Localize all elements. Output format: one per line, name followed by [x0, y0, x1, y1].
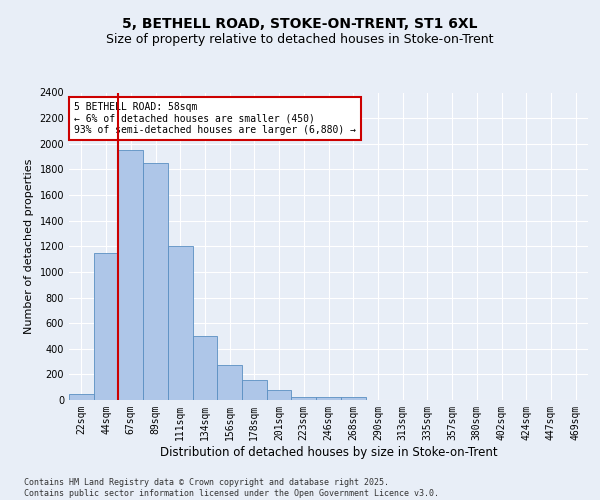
Bar [267, 390, 292, 400]
Text: 5, BETHELL ROAD, STOKE-ON-TRENT, ST1 6XL: 5, BETHELL ROAD, STOKE-ON-TRENT, ST1 6XL [122, 17, 478, 31]
Bar [341, 398, 365, 400]
Bar [217, 366, 242, 400]
Bar [143, 163, 168, 400]
Text: Contains HM Land Registry data © Crown copyright and database right 2025.
Contai: Contains HM Land Registry data © Crown c… [24, 478, 439, 498]
Bar [168, 246, 193, 400]
Bar [193, 336, 217, 400]
X-axis label: Distribution of detached houses by size in Stoke-on-Trent: Distribution of detached houses by size … [160, 446, 497, 458]
Bar [292, 397, 316, 400]
Y-axis label: Number of detached properties: Number of detached properties [24, 158, 34, 334]
Bar [316, 397, 341, 400]
Text: Size of property relative to detached houses in Stoke-on-Trent: Size of property relative to detached ho… [106, 32, 494, 46]
Bar [242, 380, 267, 400]
Bar [69, 394, 94, 400]
Bar [118, 150, 143, 400]
Bar [94, 252, 118, 400]
Text: 5 BETHELL ROAD: 58sqm
← 6% of detached houses are smaller (450)
93% of semi-deta: 5 BETHELL ROAD: 58sqm ← 6% of detached h… [74, 102, 356, 135]
